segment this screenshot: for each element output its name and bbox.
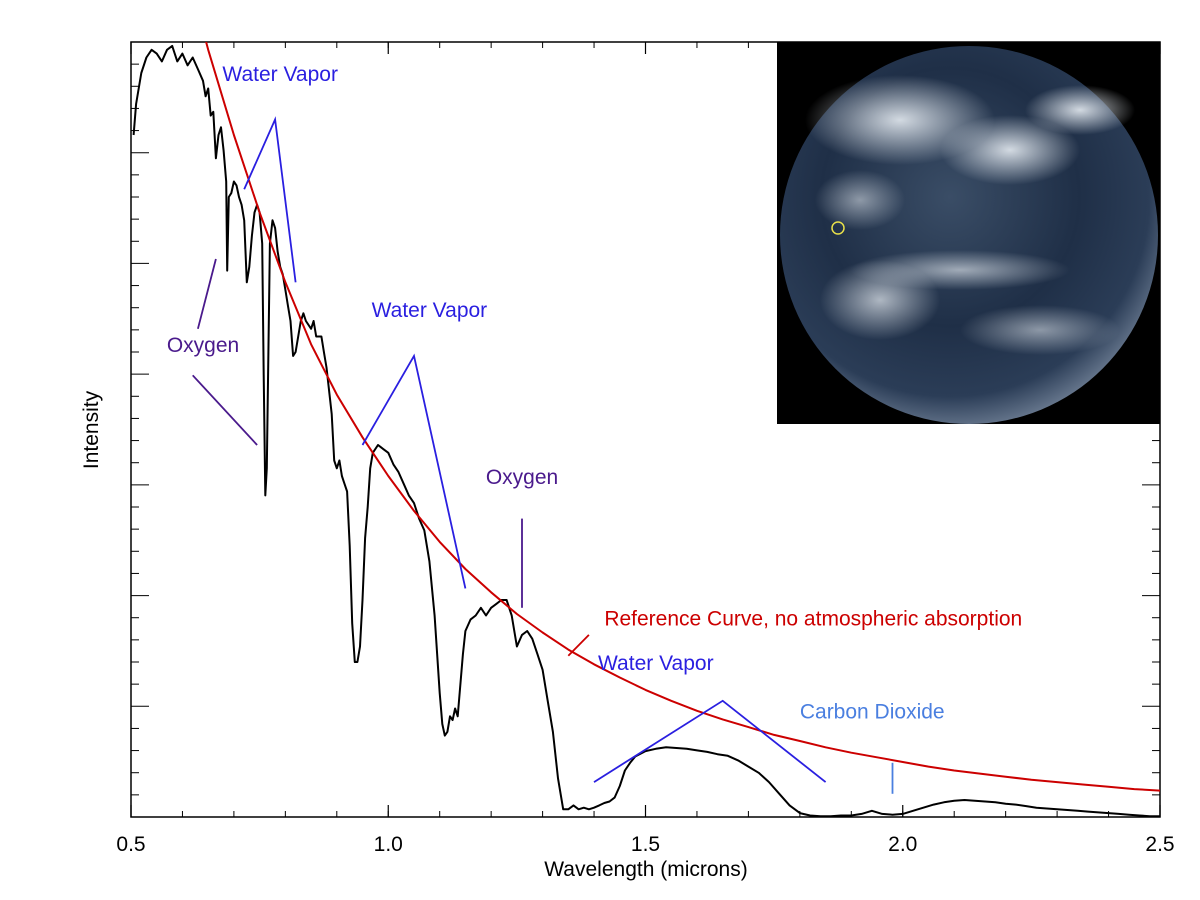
reference-curve-line [205,42,1160,792]
location-marker-icon [831,221,845,235]
oxygen-1-pointer [197,258,217,330]
x-tick-label: 2.5 [1145,833,1174,856]
x-tick-label: 1.0 [374,833,403,856]
x-tick-label: 2.0 [888,833,917,856]
x-tick-label: 1.5 [631,833,660,856]
water-vapor-1-label: Water Vapor [222,63,338,86]
carbon-dioxide-label: Carbon Dioxide [800,701,945,724]
earth-inset-image [777,42,1160,424]
water-vapor-3-pointer [593,699,827,783]
reference-label-label: Reference Curve, no atmospheric absorpti… [604,608,1022,631]
spectrum-line [132,44,1160,817]
oxygen-1-label: Oxygen [167,334,239,357]
water-vapor-2-label: Water Vapor [372,299,488,322]
y-axis-title: Intensity [80,390,103,469]
x-axis-title: Wavelength (microns) [544,858,747,881]
water-vapor-1-pointer [243,116,297,283]
x-tick-label: 0.5 [116,833,145,856]
water-vapor-3-label: Water Vapor [598,652,714,675]
reference-label-pointer [567,634,590,657]
oxygen-2-label: Oxygen [486,466,558,489]
oxygen-1-pointer [192,374,258,446]
water-vapor-2-pointer [361,353,467,589]
